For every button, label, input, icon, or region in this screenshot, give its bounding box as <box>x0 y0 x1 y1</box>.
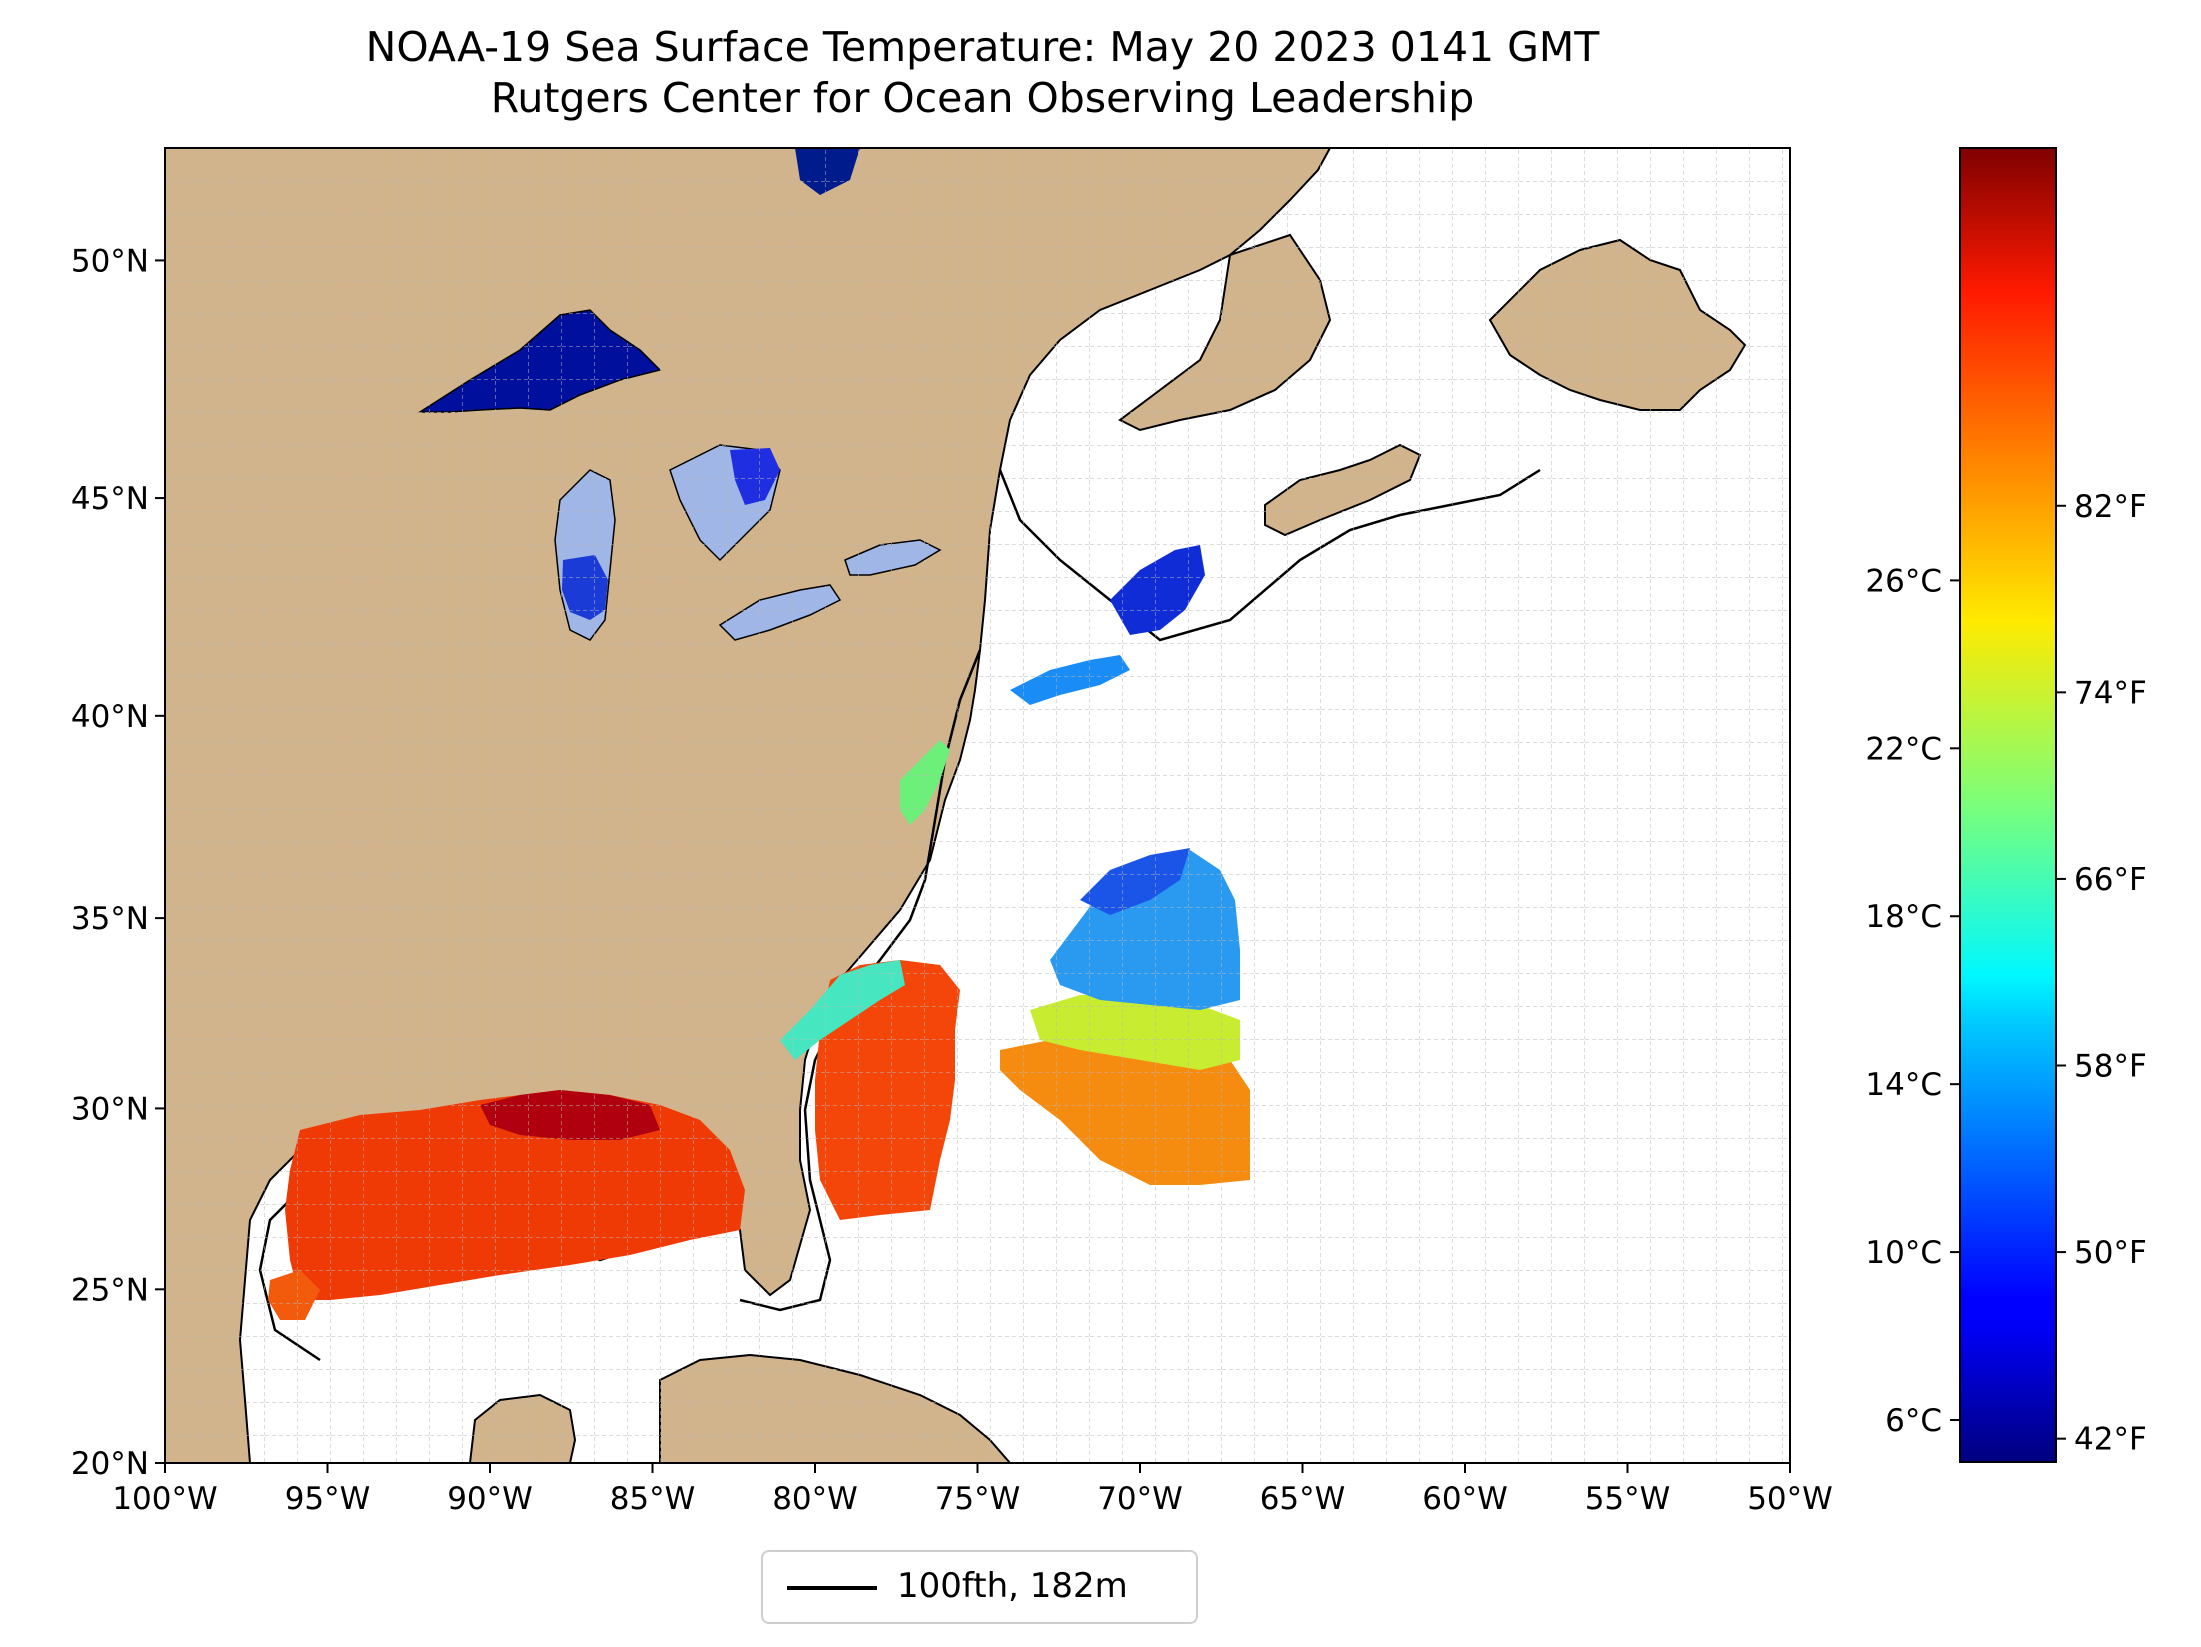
lon-tick-label: 85°W <box>610 1481 696 1517</box>
fahrenheit-tick-label: 42°F <box>2074 1422 2147 1458</box>
map-grid <box>165 148 1790 1463</box>
lon-tick-label: 55°W <box>1585 1481 1671 1517</box>
lon-tick-label: 65°W <box>1260 1481 1346 1517</box>
celsius-tick-label: 10°C <box>1865 1235 1942 1271</box>
latitude-ticks: 20°N 25°N 30°N 35°N 40°N 45°N 50°N <box>71 243 165 1482</box>
celsius-tick-label: 14°C <box>1865 1067 1942 1103</box>
lon-tick-label: 50°W <box>1747 1481 1833 1517</box>
legend: 100fth, 182m <box>761 1550 1198 1624</box>
lat-tick-label: 45°N <box>71 481 149 517</box>
lat-tick-label: 50°N <box>71 243 149 279</box>
lon-tick-label: 95°W <box>285 1481 371 1517</box>
lon-tick-label: 80°W <box>772 1481 858 1517</box>
title-line-1: NOAA-19 Sea Surface Temperature: May 20 … <box>365 23 1600 71</box>
lon-tick-label: 90°W <box>447 1481 533 1517</box>
map-area <box>165 148 1790 1463</box>
lat-tick-label: 30°N <box>71 1091 149 1127</box>
fahrenheit-tick-label: 50°F <box>2074 1235 2147 1271</box>
lon-tick-label: 75°W <box>935 1481 1021 1517</box>
fahrenheit-tick-label: 74°F <box>2074 675 2147 711</box>
lon-tick-label: 60°W <box>1422 1481 1508 1517</box>
legend-line-swatch <box>787 1586 877 1590</box>
fahrenheit-tick-label: 58°F <box>2074 1049 2147 1085</box>
lat-tick-label: 20°N <box>71 1446 149 1482</box>
celsius-tick-label: 26°C <box>1865 563 1942 599</box>
lon-tick-label: 100°W <box>112 1481 217 1517</box>
lat-tick-label: 25°N <box>71 1272 149 1308</box>
chart-title: NOAA-19 Sea Surface Temperature: May 20 … <box>165 22 1800 124</box>
colorbar-fahrenheit-ticks: 42°F 50°F 58°F 66°F 74°F 82°F <box>2056 489 2147 1458</box>
colorbar-celsius-ticks: 6°C 10°C 14°C 18°C 22°C 26°C <box>1865 563 1960 1439</box>
celsius-tick-label: 22°C <box>1865 731 1942 767</box>
fahrenheit-tick-label: 66°F <box>2074 862 2147 898</box>
lat-tick-label: 40°N <box>71 699 149 735</box>
longitude-ticks: 100°W 95°W 90°W 85°W 80°W 75°W 70°W 65°W 60°W 55°… <box>112 1463 1833 1517</box>
lat-tick-label: 35°N <box>71 901 149 937</box>
colorbar <box>1959 147 2057 1463</box>
fahrenheit-tick-label: 82°F <box>2074 489 2147 525</box>
legend-label: 100fth, 182m <box>897 1566 1128 1606</box>
title-line-2: Rutgers Center for Ocean Observing Leade… <box>490 74 1475 122</box>
celsius-tick-label: 6°C <box>1885 1403 1942 1439</box>
celsius-tick-label: 18°C <box>1865 899 1942 935</box>
lon-tick-label: 70°W <box>1097 1481 1183 1517</box>
